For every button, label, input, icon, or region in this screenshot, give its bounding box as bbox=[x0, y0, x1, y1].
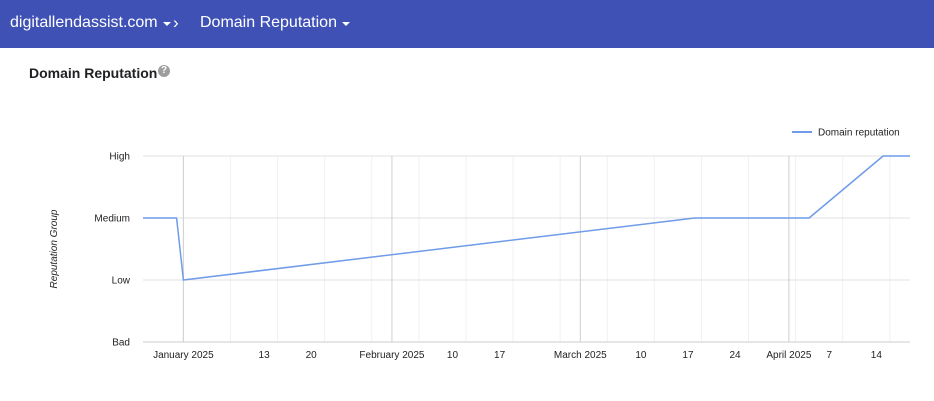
x-tick-label: 10 bbox=[447, 350, 459, 361]
y-tick-label: High bbox=[109, 152, 130, 163]
x-tick-label: 10 bbox=[635, 350, 647, 361]
major-gridlines bbox=[143, 155, 910, 343]
page-title: Domain Reputation bbox=[29, 65, 158, 81]
x-tick-label: 7 bbox=[826, 350, 832, 361]
y-tick-label: Bad bbox=[112, 338, 130, 349]
x-tick-label: January 2025 bbox=[153, 350, 214, 361]
domain-selector[interactable]: digitallendassist.com bbox=[10, 14, 171, 32]
dropdown-caret-icon bbox=[341, 22, 350, 26]
report-selector-label: Domain Reputation bbox=[200, 14, 337, 31]
x-tick-label: 17 bbox=[682, 350, 694, 361]
legend[interactable]: Domain reputation bbox=[792, 128, 900, 139]
x-axis-tick-labels: January 2025 13 20 February 2025 10 17 March 2… bbox=[153, 350, 882, 361]
top-app-bar: digitallendassist.com › Domain Reputatio… bbox=[0, 0, 934, 48]
help-circle-icon[interactable]: ? bbox=[158, 65, 170, 77]
series-line[interactable] bbox=[143, 155, 910, 281]
x-tick-label: 20 bbox=[306, 350, 318, 361]
minor-gridlines bbox=[182, 156, 891, 342]
y-axis-tick-labels: Bad Low Medium High bbox=[94, 152, 130, 349]
chevron-right-icon: › bbox=[173, 13, 179, 32]
x-tick-label: February 2025 bbox=[359, 350, 424, 361]
domain-selector-label: digitallendassist.com bbox=[10, 14, 158, 31]
series-domain-reputation[interactable] bbox=[143, 155, 910, 281]
x-tick-label: 24 bbox=[730, 350, 742, 361]
x-tick-label: 17 bbox=[494, 350, 506, 361]
x-tick-label: March 2025 bbox=[554, 350, 607, 361]
report-selector[interactable]: Domain Reputation bbox=[200, 14, 350, 32]
y-axis-title: Reputation Group bbox=[49, 209, 60, 288]
y-tick-label: Medium bbox=[94, 214, 130, 225]
x-tick-label: 14 bbox=[871, 350, 883, 361]
y-tick-label: Low bbox=[112, 276, 131, 287]
x-tick-label: 13 bbox=[259, 350, 271, 361]
x-tick-label: April 2025 bbox=[766, 350, 811, 361]
dropdown-caret-icon bbox=[162, 22, 171, 26]
legend-label: Domain reputation bbox=[818, 128, 900, 139]
